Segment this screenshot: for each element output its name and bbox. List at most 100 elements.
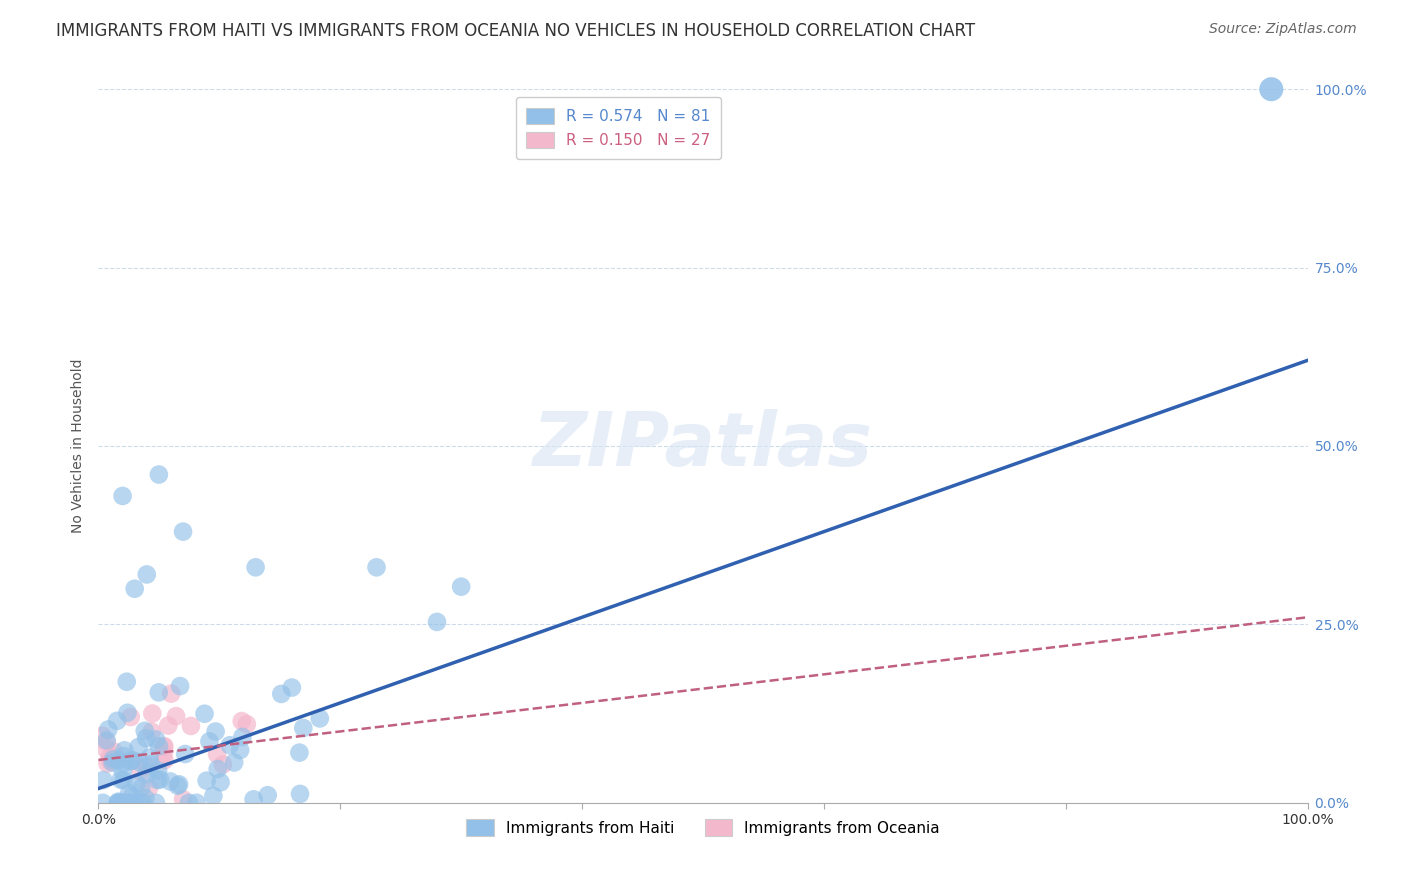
Point	[292, 721, 315, 735]
Point	[207, 762, 229, 776]
Point	[153, 753, 176, 767]
Point	[98, 749, 121, 764]
Point	[110, 796, 132, 810]
Point	[115, 674, 138, 689]
Point	[107, 753, 129, 767]
Point	[224, 756, 246, 770]
Point	[174, 747, 197, 761]
Point	[112, 773, 135, 788]
Point	[231, 730, 253, 744]
Point	[231, 714, 253, 728]
Point	[101, 756, 124, 770]
Point	[198, 734, 221, 748]
Point	[107, 796, 129, 810]
Point	[157, 718, 180, 732]
Point	[139, 757, 162, 772]
Point	[91, 796, 114, 810]
Point	[138, 780, 160, 795]
Point	[135, 767, 157, 781]
Point	[112, 743, 135, 757]
Point	[177, 796, 200, 810]
Point	[160, 687, 183, 701]
Point	[256, 789, 278, 803]
Point	[366, 560, 388, 574]
Point	[166, 779, 188, 793]
Point	[127, 740, 149, 755]
Point	[120, 796, 142, 810]
Point	[172, 792, 194, 806]
Point	[146, 772, 169, 787]
Point	[149, 772, 172, 787]
Point	[148, 467, 170, 482]
Point	[145, 732, 167, 747]
Point	[134, 723, 156, 738]
Point	[165, 709, 187, 723]
Point	[148, 685, 170, 699]
Point	[129, 780, 152, 795]
Point	[96, 756, 118, 771]
Point	[205, 747, 228, 761]
Point	[111, 764, 134, 778]
Point	[212, 757, 235, 772]
Point	[115, 796, 138, 810]
Point	[180, 719, 202, 733]
Point	[204, 724, 226, 739]
Point	[120, 710, 142, 724]
Point	[236, 717, 259, 731]
Point	[153, 739, 176, 754]
Point	[167, 777, 190, 791]
Point	[308, 711, 330, 725]
Point	[132, 796, 155, 810]
Point	[135, 731, 157, 746]
Point	[245, 560, 267, 574]
Point	[120, 754, 142, 768]
Point	[125, 776, 148, 790]
Point	[148, 739, 170, 754]
Point	[108, 796, 131, 810]
Point	[136, 759, 159, 773]
Point	[146, 764, 169, 778]
Point	[111, 489, 134, 503]
Point	[426, 615, 449, 629]
Point	[121, 753, 143, 767]
Point	[135, 567, 157, 582]
Point	[195, 773, 218, 788]
Point	[270, 687, 292, 701]
Point	[159, 774, 181, 789]
Point	[101, 752, 124, 766]
Point	[112, 756, 135, 770]
Point	[91, 773, 114, 788]
Point	[169, 679, 191, 693]
Point	[288, 746, 311, 760]
Point	[145, 796, 167, 810]
Point	[96, 733, 118, 747]
Point	[202, 789, 225, 803]
Point	[152, 739, 174, 754]
Point	[96, 735, 118, 749]
Text: ZIPatlas: ZIPatlas	[533, 409, 873, 483]
Text: Source: ZipAtlas.com: Source: ZipAtlas.com	[1209, 22, 1357, 37]
Legend: Immigrants from Haiti, Immigrants from Oceania: Immigrants from Haiti, Immigrants from O…	[457, 810, 949, 845]
Point	[141, 724, 163, 739]
Point	[152, 747, 174, 761]
Point	[124, 796, 146, 810]
Point	[112, 749, 135, 764]
Text: IMMIGRANTS FROM HAITI VS IMMIGRANTS FROM OCEANIA NO VEHICLES IN HOUSEHOLD CORREL: IMMIGRANTS FROM HAITI VS IMMIGRANTS FROM…	[56, 22, 976, 40]
Point	[129, 764, 152, 779]
Point	[229, 743, 252, 757]
Point	[218, 738, 240, 752]
Point	[138, 750, 160, 764]
Point	[128, 755, 150, 769]
Point	[141, 706, 163, 721]
Point	[172, 524, 194, 539]
Point	[193, 706, 215, 721]
Y-axis label: No Vehicles in Household: No Vehicles in Household	[70, 359, 84, 533]
Point	[1260, 82, 1282, 96]
Point	[121, 789, 143, 804]
Point	[105, 714, 128, 728]
Point	[242, 792, 264, 806]
Point	[98, 754, 121, 768]
Point	[118, 786, 141, 800]
Point	[97, 723, 120, 737]
Point	[281, 681, 304, 695]
